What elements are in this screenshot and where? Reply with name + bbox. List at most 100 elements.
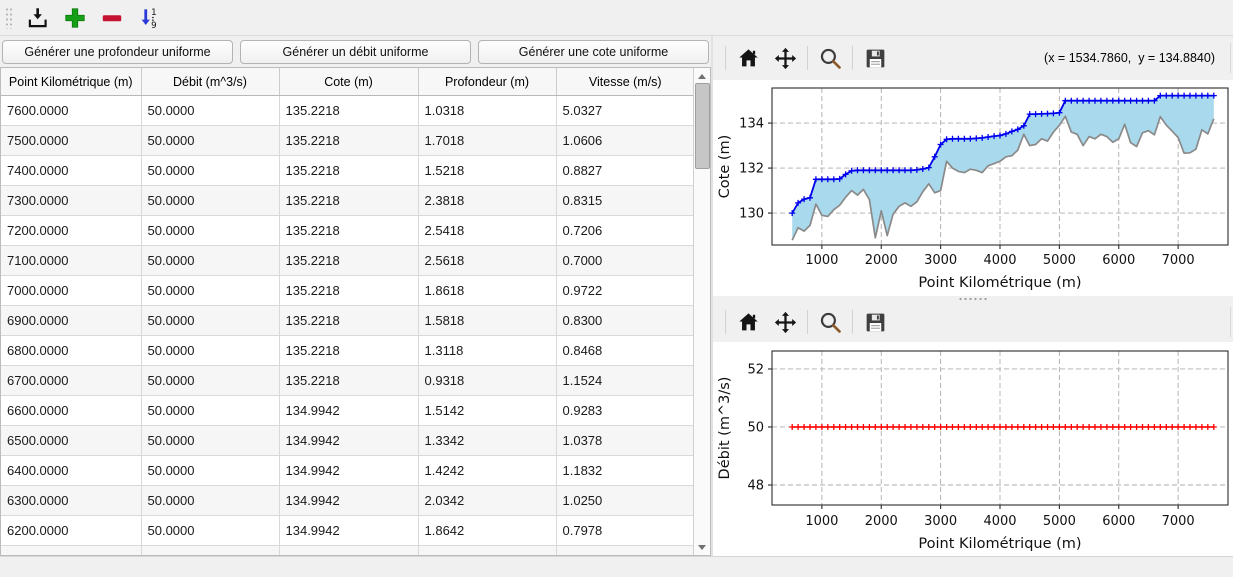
scrollbar-up-arrow[interactable] — [694, 69, 710, 83]
table-cell[interactable]: 50.0000 — [141, 185, 280, 216]
table-row[interactable]: 6800.0000 50.0000 135.2218 1.3118 0.8468 — [1, 335, 693, 366]
table-cell[interactable]: 135.2218 — [279, 125, 419, 156]
table-cell[interactable]: 7200.0000 — [1, 215, 142, 246]
table-cell[interactable]: 6400.0000 — [1, 455, 142, 486]
column-header[interactable]: Profondeur (m) — [418, 68, 557, 96]
table-cell[interactable]: 0.9283 — [556, 395, 693, 426]
table-cell[interactable]: 135.2218 — [279, 95, 419, 126]
table-cell[interactable]: 1.3118 — [418, 335, 557, 366]
pan-button[interactable] — [770, 307, 800, 337]
table-cell[interactable]: 50.0000 — [141, 335, 280, 366]
table-cell[interactable]: 135.2218 — [279, 275, 419, 306]
toolbar-grip-handle[interactable] — [5, 6, 13, 29]
pan-button[interactable] — [770, 43, 800, 73]
table-cell[interactable]: 1.0378 — [556, 425, 693, 456]
generate-profondeur-button[interactable]: Générer une profondeur uniforme — [2, 40, 233, 64]
table-row[interactable]: 6700.0000 50.0000 135.2218 0.9318 1.1524 — [1, 365, 693, 396]
table-cell[interactable]: 1.1524 — [556, 365, 693, 396]
table-row[interactable]: 6600.0000 50.0000 134.9942 1.5142 0.9283 — [1, 395, 693, 426]
table-row[interactable]: 7200.0000 50.0000 135.2218 2.5418 0.7206 — [1, 215, 693, 246]
table-cell[interactable]: 134.9942 — [279, 425, 419, 456]
table-cell[interactable]: 6500.0000 — [1, 425, 142, 456]
table-cell[interactable]: 135.2218 — [279, 245, 419, 276]
table-cell[interactable]: 1.5818 — [418, 305, 557, 336]
add-row-button[interactable] — [61, 4, 89, 32]
column-header[interactable]: Débit (m^3/s) — [141, 68, 280, 96]
import-button[interactable] — [24, 4, 52, 32]
table-cell[interactable]: 1.0318 — [418, 95, 557, 126]
table-cell[interactable]: 6300.0000 — [1, 485, 142, 516]
table-cell[interactable]: 7400.0000 — [1, 155, 142, 186]
table-cell[interactable]: 0.8827 — [556, 155, 693, 186]
table-cell[interactable]: 50.0000 — [141, 245, 280, 276]
table-cell[interactable]: 0.8468 — [556, 335, 693, 366]
table-cell[interactable]: 0.9722 — [556, 275, 693, 306]
home-button[interactable] — [733, 43, 763, 73]
table-cell[interactable]: 50.0000 — [141, 545, 280, 555]
table-cell[interactable]: 135.2218 — [279, 305, 419, 336]
scrollbar-thumb[interactable] — [695, 83, 710, 169]
table-cell[interactable]: 2.5618 — [418, 245, 557, 276]
table-cell[interactable]: 134.9942 — [279, 515, 419, 546]
horizontal-splitter[interactable] — [713, 296, 1233, 302]
table-row[interactable]: 7100.0000 50.0000 135.2218 2.5618 0.7000 — [1, 245, 693, 276]
table-cell[interactable]: 1.3342 — [418, 425, 557, 456]
table-cell[interactable]: 134.9942 — [279, 485, 419, 516]
table-cell[interactable]: 0.8315 — [556, 185, 693, 216]
table-cell[interactable]: 135.2218 — [279, 365, 419, 396]
table-cell[interactable]: 1.8618 — [418, 275, 557, 306]
table-cell[interactable]: 50.0000 — [141, 395, 280, 426]
generate-debit-button[interactable]: Générer un débit uniforme — [240, 40, 471, 64]
table-cell[interactable]: 1.0250 — [556, 485, 693, 516]
home-button[interactable] — [733, 307, 763, 337]
cote-plot[interactable]: 1000 2000 3000 4000 5000 6000 7000 130 132 134 Poi… — [713, 80, 1233, 296]
table-cell[interactable]: 1.8642 — [418, 515, 557, 546]
table-cell[interactable]: 0.9641 — [556, 545, 693, 555]
table-cell[interactable]: 50.0000 — [141, 455, 280, 486]
column-header[interactable]: Point Kilométrique (m) — [1, 68, 142, 96]
debit-plot[interactable]: 1000 2000 3000 4000 5000 6000 7000 48 50 52 Point … — [713, 342, 1233, 556]
table-cell[interactable]: 135.2218 — [279, 185, 419, 216]
zoom-rect-button[interactable] — [815, 43, 845, 73]
table-row[interactable]: 6500.0000 50.0000 134.9942 1.3342 1.0378 — [1, 425, 693, 456]
table-cell[interactable]: 6200.0000 — [1, 515, 142, 546]
table-row[interactable]: 6400.0000 50.0000 134.9942 1.4242 1.1832 — [1, 455, 693, 486]
table-cell[interactable]: 135.2218 — [279, 155, 419, 186]
table-cell[interactable]: 0.9318 — [418, 365, 557, 396]
table-cell[interactable]: 1.7018 — [418, 125, 557, 156]
scrollbar-down-arrow[interactable] — [694, 540, 710, 554]
table-cell[interactable]: 50.0000 — [141, 125, 280, 156]
table-cell[interactable]: 1.1832 — [556, 455, 693, 486]
table-cell[interactable]: 1.0606 — [556, 125, 693, 156]
table-cell[interactable]: 2.3818 — [418, 185, 557, 216]
table-cell[interactable]: 7100.0000 — [1, 245, 142, 276]
table-row[interactable]: 6200.0000 50.0000 134.9942 1.8642 0.7978 — [1, 515, 693, 546]
table-cell[interactable]: 6600.0000 — [1, 395, 142, 426]
save-figure-button[interactable] — [860, 307, 890, 337]
column-header[interactable]: Cote (m) — [279, 68, 419, 96]
table-cell[interactable]: 5.0327 — [556, 95, 693, 126]
table-cell[interactable]: 2.0342 — [418, 485, 557, 516]
table-cell[interactable]: 6700.0000 — [1, 365, 142, 396]
table-cell[interactable]: 50.0000 — [141, 425, 280, 456]
table-row[interactable]: 7300.0000 50.0000 135.2218 2.3818 0.8315 — [1, 185, 693, 216]
table-cell[interactable]: 7500.0000 — [1, 125, 142, 156]
table-cell[interactable]: 50.0000 — [141, 485, 280, 516]
sort-rows-button[interactable]: 1 9 — [135, 4, 163, 32]
table-cell[interactable]: 50.0000 — [141, 215, 280, 246]
table-cell[interactable]: 50.0000 — [141, 305, 280, 336]
table-row[interactable]: 7400.0000 50.0000 135.2218 1.5218 0.8827 — [1, 155, 693, 186]
table-row[interactable]: 6300.0000 50.0000 134.9942 2.0342 1.0250 — [1, 485, 693, 516]
table-cell[interactable]: 134.9942 — [279, 545, 419, 555]
table-cell[interactable]: 2.5418 — [418, 215, 557, 246]
table-cell[interactable]: 135.2218 — [279, 335, 419, 366]
table-cell[interactable]: 50.0000 — [141, 155, 280, 186]
table-cell[interactable]: 1.5142 — [418, 395, 557, 426]
table-header-row[interactable]: Point Kilométrique (m) Débit (m^3/s) Cote … — [1, 68, 693, 96]
table-cell[interactable]: 6100.0000 — [1, 545, 142, 555]
table-cell[interactable]: 50.0000 — [141, 275, 280, 306]
table-cell[interactable]: 1.5218 — [418, 155, 557, 186]
table-cell[interactable]: 134.9942 — [279, 395, 419, 426]
table-row[interactable]: 7500.0000 50.0000 135.2218 1.7018 1.0606 — [1, 125, 693, 156]
